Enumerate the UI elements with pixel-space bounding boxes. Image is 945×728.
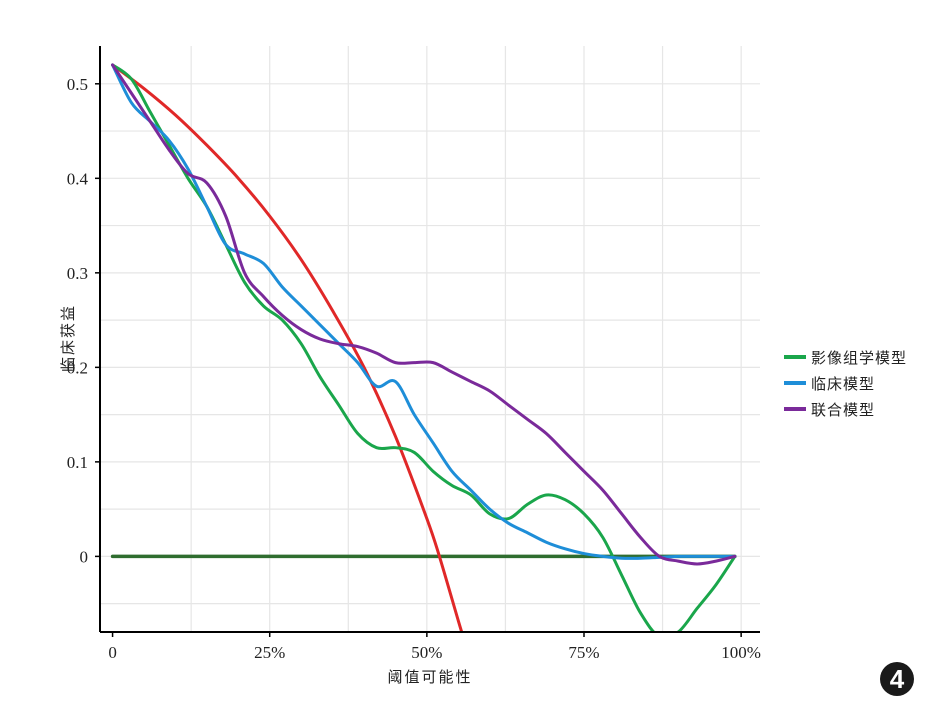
- legend-label: 临床模型: [811, 375, 875, 393]
- y-tick-label: 0.5: [67, 75, 88, 94]
- x-ticks: 0 25% 50% 75% 100%: [108, 632, 761, 662]
- y-tick-label: 0.4: [67, 169, 89, 188]
- y-tick-label: 0.3: [67, 264, 88, 283]
- plot-area: [100, 46, 760, 632]
- clinical-model-line: [111, 63, 737, 560]
- y-tick-label: 0.2: [67, 358, 88, 377]
- x-tick-label: 0: [108, 643, 117, 662]
- x-tick-label: 25%: [254, 643, 285, 662]
- y-ticks: 0 0.1 0.2 0.3 0.4 0.5: [67, 75, 100, 566]
- x-tick-label: 75%: [568, 643, 599, 662]
- y-axis-title: 临床获益: [59, 304, 77, 372]
- legend-item-clinical: 临床模型: [784, 375, 875, 393]
- badge-label: 4: [890, 664, 905, 694]
- badge-circle: [880, 662, 914, 696]
- legend-item-radiomics: 影像组学模型: [784, 349, 907, 367]
- x-axis-title: 阈值可能性: [387, 668, 472, 686]
- x-tick-label: 50%: [411, 643, 442, 662]
- x-tick-label: 100%: [721, 643, 761, 662]
- axes: [99, 46, 760, 633]
- legend-label: 影像组学模型: [811, 349, 907, 367]
- legend-item-combined: 联合模型: [784, 401, 875, 419]
- combined-model-line: [111, 63, 737, 566]
- legend-label: 联合模型: [811, 401, 875, 419]
- y-tick-label: 0.1: [67, 453, 88, 472]
- y-tick-label: 0: [80, 547, 89, 566]
- treat-all-line: [111, 63, 464, 632]
- figure-number-badge: 4: [880, 662, 914, 696]
- series-layer: [110, 63, 737, 632]
